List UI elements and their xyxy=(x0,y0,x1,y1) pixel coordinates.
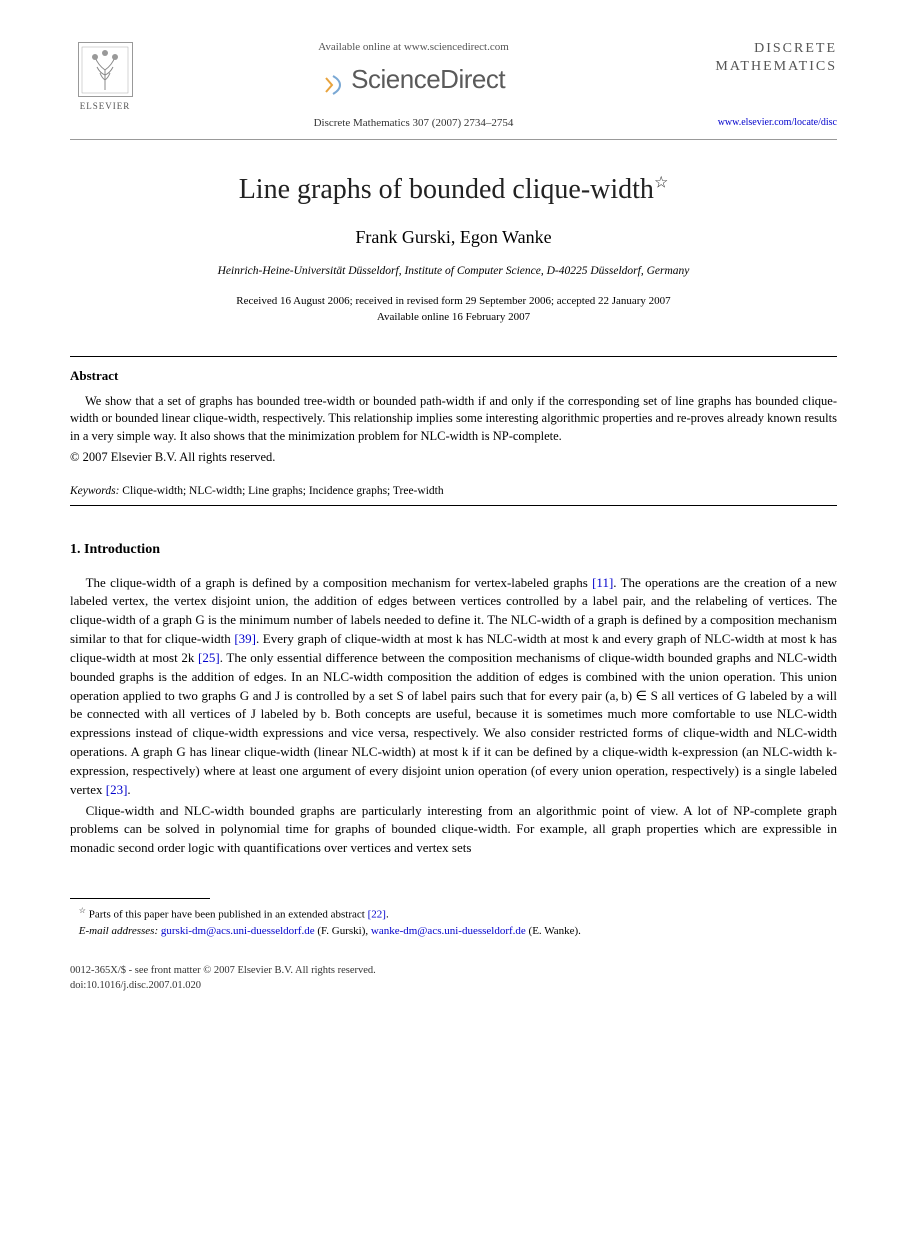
email-label: E-mail addresses: xyxy=(79,925,161,937)
ref-link-39[interactable]: [39] xyxy=(234,631,256,646)
article-dates: Received 16 August 2006; received in rev… xyxy=(70,293,837,326)
journal-title-line2: MATHEMATICS xyxy=(715,59,837,74)
sciencedirect-text: ScienceDirect xyxy=(351,64,505,94)
page-footer: 0012-365X/$ - see front matter © 2007 El… xyxy=(70,964,837,993)
email-link-2[interactable]: wanke-dm@acs.uni-duesseldorf.de xyxy=(371,925,526,937)
para1-seg-a: The clique-width of a graph is defined b… xyxy=(86,575,593,590)
authors: Frank Gurski, Egon Wanke xyxy=(70,225,837,250)
available-online-text: Available online at www.sciencedirect.co… xyxy=(140,40,687,55)
journal-title: DISCRETE MATHEMATICS xyxy=(687,40,837,76)
sciencedirect-icon xyxy=(322,74,344,96)
footnote-text-b: . xyxy=(386,909,389,921)
journal-box: DISCRETE MATHEMATICS www.elsevier.com/lo… xyxy=(687,40,837,130)
abstract-top-rule xyxy=(70,356,837,357)
journal-reference: Discrete Mathematics 307 (2007) 2734–275… xyxy=(140,116,687,131)
ref-link-11[interactable]: [11] xyxy=(592,575,613,590)
title-text: Line graphs of bounded clique-width xyxy=(239,174,654,205)
abstract-heading: Abstract xyxy=(70,367,837,385)
footer-line1: 0012-365X/$ - see front matter © 2007 El… xyxy=(70,965,376,976)
intro-para-1: The clique-width of a graph is defined b… xyxy=(70,574,837,800)
email2-attr: (E. Wanke). xyxy=(526,925,581,937)
ref-link-25[interactable]: [25] xyxy=(198,650,220,665)
center-header: Available online at www.sciencedirect.co… xyxy=(140,40,687,131)
title-note-marker: ☆ xyxy=(654,175,668,192)
article-title: Line graphs of bounded clique-width☆ xyxy=(70,170,837,209)
journal-title-line1: DISCRETE xyxy=(754,41,837,56)
copyright-text: © 2007 Elsevier B.V. All rights reserved… xyxy=(70,449,837,467)
dates-line2: Available online 16 February 2007 xyxy=(377,311,530,323)
ref-link-23[interactable]: [23] xyxy=(106,782,128,797)
abstract-text: We show that a set of graphs has bounded… xyxy=(70,393,837,446)
keywords-label: Keywords: xyxy=(70,485,119,497)
elsevier-tree-icon xyxy=(78,42,133,97)
abstract-bottom-rule xyxy=(70,505,837,506)
para1-seg-d: . The only essential difference between … xyxy=(70,650,837,797)
footnote-rule xyxy=(70,898,210,899)
footnote-marker: ☆ xyxy=(79,906,86,915)
header-divider xyxy=(70,139,837,140)
sciencedirect-logo: ScienceDirect xyxy=(140,61,687,97)
footer-line2: doi:10.1016/j.disc.2007.01.020 xyxy=(70,980,201,991)
footnote-text-a: Parts of this paper have been published … xyxy=(86,909,368,921)
footnote-1: ☆ Parts of this paper have been publishe… xyxy=(70,905,837,923)
elsevier-label: ELSEVIER xyxy=(80,100,131,113)
para1-seg-e: . xyxy=(127,782,130,797)
elsevier-logo: ELSEVIER xyxy=(70,40,140,115)
email-link-1[interactable]: gurski-dm@acs.uni-duesseldorf.de xyxy=(161,925,315,937)
dates-line1: Received 16 August 2006; received in rev… xyxy=(236,295,670,307)
intro-para-2: Clique-width and NLC-width bounded graph… xyxy=(70,802,837,859)
affiliation: Heinrich-Heine-Universität Düsseldorf, I… xyxy=(70,263,837,279)
section-1-heading: 1. Introduction xyxy=(70,540,837,560)
keywords: Keywords: Clique-width; NLC-width; Line … xyxy=(70,483,837,499)
journal-url-link[interactable]: www.elsevier.com/locate/disc xyxy=(687,116,837,130)
ref-link-22[interactable]: [22] xyxy=(368,909,386,921)
footnote-emails: E-mail addresses: gurski-dm@acs.uni-dues… xyxy=(70,923,837,940)
header-row: ELSEVIER Available online at www.science… xyxy=(70,40,837,131)
email1-attr: (F. Gurski), xyxy=(315,925,371,937)
keywords-text: Clique-width; NLC-width; Line graphs; In… xyxy=(119,485,443,497)
